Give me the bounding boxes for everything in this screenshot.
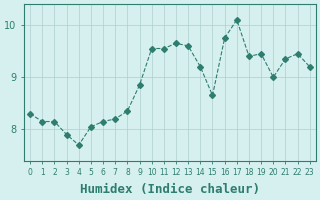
X-axis label: Humidex (Indice chaleur): Humidex (Indice chaleur) (80, 183, 260, 196)
